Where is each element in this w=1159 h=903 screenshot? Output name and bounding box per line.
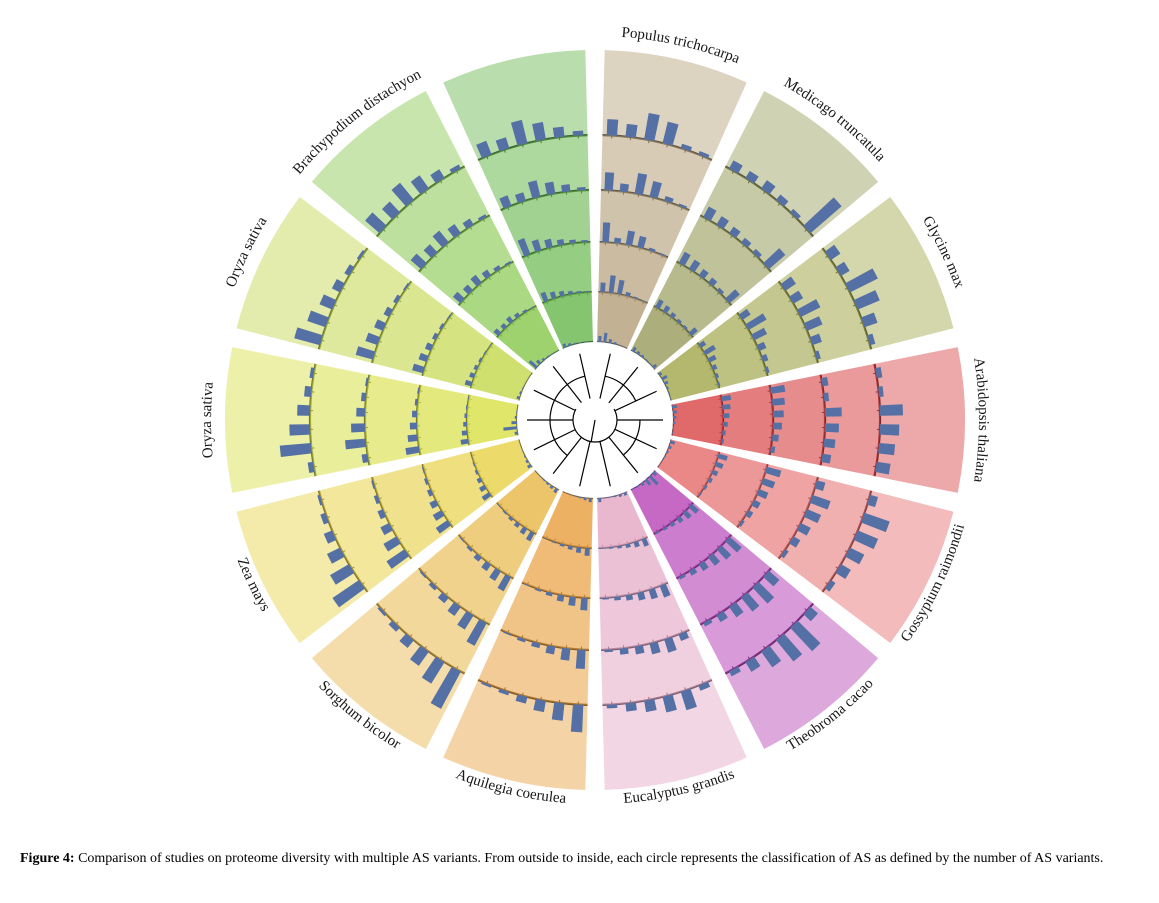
bar xyxy=(361,393,367,402)
bar xyxy=(880,404,903,416)
bar xyxy=(823,393,829,402)
bar xyxy=(573,131,584,136)
bar xyxy=(772,434,779,441)
bar xyxy=(625,124,637,138)
bar xyxy=(557,239,565,246)
bar xyxy=(581,240,588,243)
bar xyxy=(577,187,586,191)
bar xyxy=(515,431,519,434)
ring-segment xyxy=(467,395,519,445)
bar xyxy=(673,421,675,424)
caption-body: Comparison of studies on proteome divers… xyxy=(75,851,1104,866)
caption-label: Figure 4: xyxy=(20,851,75,866)
bar xyxy=(515,416,517,419)
bar xyxy=(412,411,417,418)
bar xyxy=(620,648,629,655)
bar xyxy=(821,454,831,464)
bar xyxy=(351,423,365,432)
ring-segment xyxy=(225,347,316,493)
bar xyxy=(722,404,730,410)
bar xyxy=(604,172,614,190)
ring-segment xyxy=(671,395,723,445)
bar xyxy=(600,283,605,293)
bar xyxy=(464,413,467,418)
bar xyxy=(607,119,619,136)
bar xyxy=(723,413,730,418)
bar xyxy=(673,416,676,419)
bar xyxy=(598,498,601,502)
bar xyxy=(825,423,839,432)
sector-label: Oryza sativa xyxy=(199,381,217,459)
bar xyxy=(773,423,782,430)
bar xyxy=(583,497,586,500)
bar xyxy=(297,405,310,416)
bar xyxy=(773,410,784,417)
bar xyxy=(825,407,842,416)
bar xyxy=(722,430,726,435)
bar xyxy=(410,423,417,430)
bar xyxy=(408,434,419,442)
bar xyxy=(560,648,570,661)
bar xyxy=(462,430,468,435)
bar xyxy=(598,336,601,342)
bar xyxy=(878,443,895,455)
bar xyxy=(571,704,583,732)
bar xyxy=(356,408,365,417)
bar xyxy=(584,548,589,556)
bar xyxy=(580,597,587,610)
bar xyxy=(289,424,310,435)
bar xyxy=(304,386,312,397)
sector-label: Arabidopsis thaliana xyxy=(970,357,991,484)
circular-barplot: Populus trichocarpaMedicago truncatulaGl… xyxy=(20,20,1139,840)
ring-segment xyxy=(310,364,370,476)
bar xyxy=(672,410,676,413)
bar xyxy=(607,704,618,708)
bar xyxy=(635,645,645,654)
bar xyxy=(672,426,674,429)
bar xyxy=(576,649,586,669)
bar xyxy=(546,645,556,654)
bar xyxy=(823,439,835,449)
bar xyxy=(625,702,636,712)
bar xyxy=(568,596,576,606)
circular-chart-container: Populus trichocarpaMedicago truncatulaGl… xyxy=(20,20,1139,840)
bar xyxy=(576,547,581,553)
bar xyxy=(880,424,900,435)
bar xyxy=(553,127,565,138)
bar xyxy=(589,498,592,502)
bar xyxy=(723,422,728,427)
bar xyxy=(557,594,565,602)
bar xyxy=(620,183,629,192)
bar xyxy=(511,421,517,424)
bar xyxy=(614,238,621,244)
figure-caption: Figure 4: Comparison of studies on prote… xyxy=(20,848,1139,869)
bar xyxy=(561,184,570,192)
bar xyxy=(463,422,467,427)
